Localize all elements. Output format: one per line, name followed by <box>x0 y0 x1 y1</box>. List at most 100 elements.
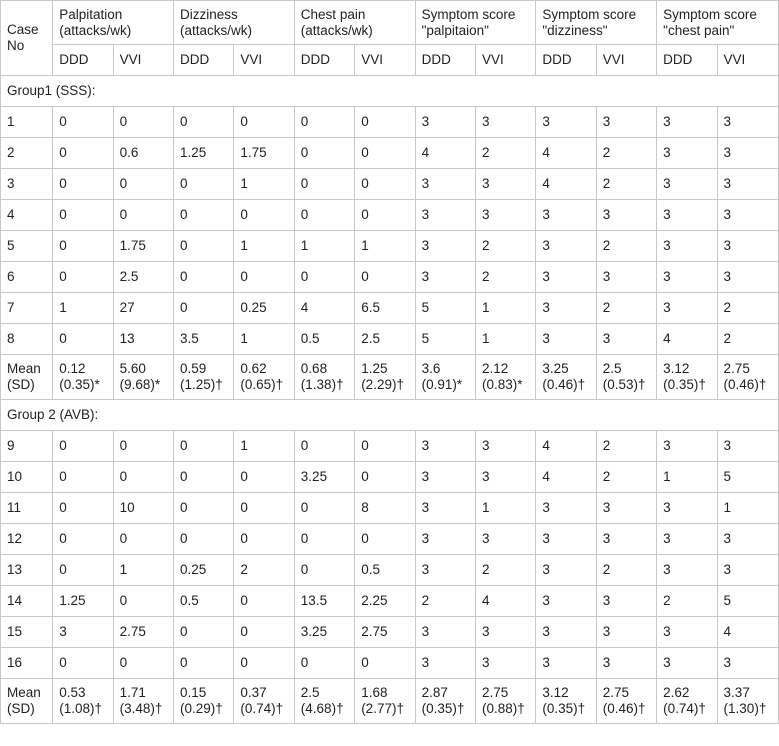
table-cell: 3.25 <box>293 616 356 648</box>
table-cell: 0 <box>112 199 175 231</box>
table-cell: 3 <box>535 554 597 586</box>
group-row: Group1 (SSS): <box>0 75 779 107</box>
table-cell: 0 <box>233 585 295 617</box>
mean-sd-cell: 2.75 (0.88)† <box>474 678 537 724</box>
group-label: Group1 (SSS): <box>0 75 779 107</box>
table-cell: 3 <box>656 137 718 169</box>
table-cell: 2 <box>595 461 658 493</box>
table-row: 2 0 0.6 1.25 1.75 0 0 4 2 4 2 3 3 <box>0 137 779 169</box>
table-cell: 3 <box>535 585 597 617</box>
header-row-modes: DDD VVI DDD VVI DDD VVI DDD VVI DDD VVI … <box>1 44 779 76</box>
symptom-data-table: Case No Palpitation (attacks/wk) Dizzine… <box>0 0 779 724</box>
table-cell: 1 <box>233 230 295 262</box>
table-cell: 1.75 <box>233 137 295 169</box>
table-cell: 3 <box>656 523 718 555</box>
table-cell: 0 <box>172 106 235 138</box>
table-cell: 1.25 <box>172 137 235 169</box>
table-cell: 3 <box>474 168 537 200</box>
table-cell: 2 <box>595 292 658 324</box>
table-cell: 0 <box>52 323 114 355</box>
table-cell: 3 <box>595 323 658 355</box>
table-cell: 3 <box>656 554 718 586</box>
table-cell: 0 <box>233 106 295 138</box>
table-cell: 2 <box>716 323 779 355</box>
mean-sd-label: Mean (SD) <box>0 678 54 724</box>
table-cell: 0 <box>293 137 356 169</box>
table-cell: 2.25 <box>354 585 416 617</box>
table-cell: 3 <box>474 106 537 138</box>
table-row: 6 0 2.5 0 0 0 0 3 2 3 3 3 3 <box>0 261 779 293</box>
table-cell: 0 <box>52 199 114 231</box>
header-palpitation: Palpitation (attacks/wk) <box>52 0 174 45</box>
table-cell: 1 <box>233 323 295 355</box>
mean-sd-cell: 0.68 (1.38)† <box>293 354 356 400</box>
table-cell: 1.25 <box>52 585 114 617</box>
table-cell: 1 <box>474 492 537 524</box>
table-cell: 0.6 <box>112 137 175 169</box>
table-cell: 3 <box>535 647 597 679</box>
table-cell: 0 <box>52 106 114 138</box>
table-cell: 13.5 <box>293 585 356 617</box>
table-cell: 2 <box>595 168 658 200</box>
table-cell: 0 <box>112 461 175 493</box>
table-cell: 3 <box>656 230 718 262</box>
table-cell: 3 <box>414 230 476 262</box>
table-cell: 0 <box>52 647 114 679</box>
table-cell: 6.5 <box>354 292 416 324</box>
case-number-cell: 4 <box>0 199 54 231</box>
mean-sd-cell: 0.12 (0.35)* <box>52 354 114 400</box>
table-cell: 3 <box>656 430 718 462</box>
header-mode: VVI <box>354 44 416 76</box>
table-cell: 0 <box>293 261 356 293</box>
table-cell: 2 <box>716 292 779 324</box>
table-cell: 3 <box>535 492 597 524</box>
table-cell: 13 <box>112 323 175 355</box>
table-cell: 3 <box>656 292 718 324</box>
table-cell: 2 <box>474 230 537 262</box>
mean-sd-label: Mean (SD) <box>0 354 54 400</box>
case-number-cell: 1 <box>0 106 54 138</box>
table-cell: 3 <box>716 137 779 169</box>
mean-sd-cell: 3.12 (0.35)† <box>656 354 718 400</box>
table-body: Group1 (SSS): 1 0 0 0 0 0 0 3 3 3 3 3 3 2 0 0.6 1.25 1.75 0… <box>0 75 779 724</box>
mean-sd-cell: 3.25 (0.46)† <box>535 354 597 400</box>
table-cell: 3 <box>535 523 597 555</box>
table-cell: 0.5 <box>293 323 356 355</box>
table-cell: 3 <box>414 461 476 493</box>
table-cell: 1 <box>52 292 114 324</box>
table-cell: 3 <box>535 261 597 293</box>
table-cell: 0 <box>112 168 175 200</box>
table-cell: 0 <box>172 292 235 324</box>
case-number-cell: 6 <box>0 261 54 293</box>
table-row: 12 0 0 0 0 0 0 3 3 3 3 3 3 <box>0 523 779 555</box>
table-cell: 0 <box>293 430 356 462</box>
case-number-cell: 13 <box>0 554 54 586</box>
mean-sd-cell: 0.59 (1.25)† <box>172 354 235 400</box>
table-cell: 3 <box>52 616 114 648</box>
table-cell: 0 <box>172 168 235 200</box>
table-cell: 3 <box>474 647 537 679</box>
table-cell: 3 <box>595 585 658 617</box>
case-number-cell: 8 <box>0 323 54 355</box>
case-number-cell: 14 <box>0 585 54 617</box>
header-score-chest-pain: Symptom score "chest pain" <box>656 0 779 45</box>
table-cell: 5 <box>414 323 476 355</box>
table-cell: 0 <box>354 647 416 679</box>
table-cell: 3 <box>474 430 537 462</box>
table-cell: 3 <box>414 199 476 231</box>
table-cell: 0 <box>52 261 114 293</box>
mean-sd-cell: 2.5 (4.68)† <box>293 678 356 724</box>
group-row: Group 2 (AVB): <box>0 399 779 431</box>
table-row: 5 0 1.75 0 1 1 1 3 2 3 2 3 3 <box>0 230 779 262</box>
table-cell: 3 <box>716 647 779 679</box>
header-score-palpitation: Symptom score "palpitaion" <box>414 0 537 45</box>
table-cell: 0 <box>233 461 295 493</box>
table-row: 16 0 0 0 0 0 0 3 3 3 3 3 3 <box>0 647 779 679</box>
table-cell: 3 <box>716 430 779 462</box>
table-cell: 2 <box>595 137 658 169</box>
case-number-cell: 7 <box>0 292 54 324</box>
table-cell: 3.25 <box>293 461 356 493</box>
table-cell: 4 <box>535 168 597 200</box>
